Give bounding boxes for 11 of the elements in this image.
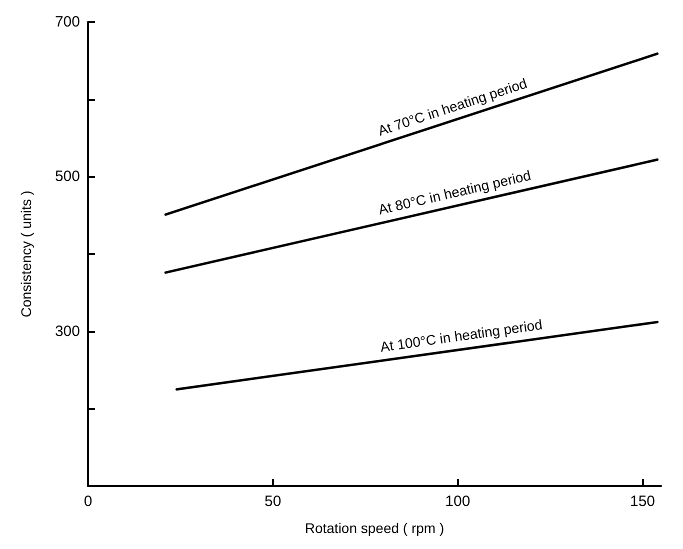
- y-tick-label: 700: [54, 14, 80, 30]
- x-tick-label: 0: [84, 493, 92, 510]
- x-tick-label: 50: [264, 493, 282, 510]
- x-axis-title: Rotation speed ( rpm ): [304, 520, 444, 536]
- x-tick-label: 100: [445, 493, 470, 510]
- y-axis-title: Consistency ( units ): [18, 190, 34, 318]
- annotation: At 100°C in heating period: [379, 316, 544, 355]
- y-tick-label: 300: [54, 322, 80, 340]
- y-tick-label: 500: [54, 168, 80, 186]
- annotation: At 80°C in heating period: [376, 166, 532, 218]
- x-tick-label: 150: [630, 493, 656, 510]
